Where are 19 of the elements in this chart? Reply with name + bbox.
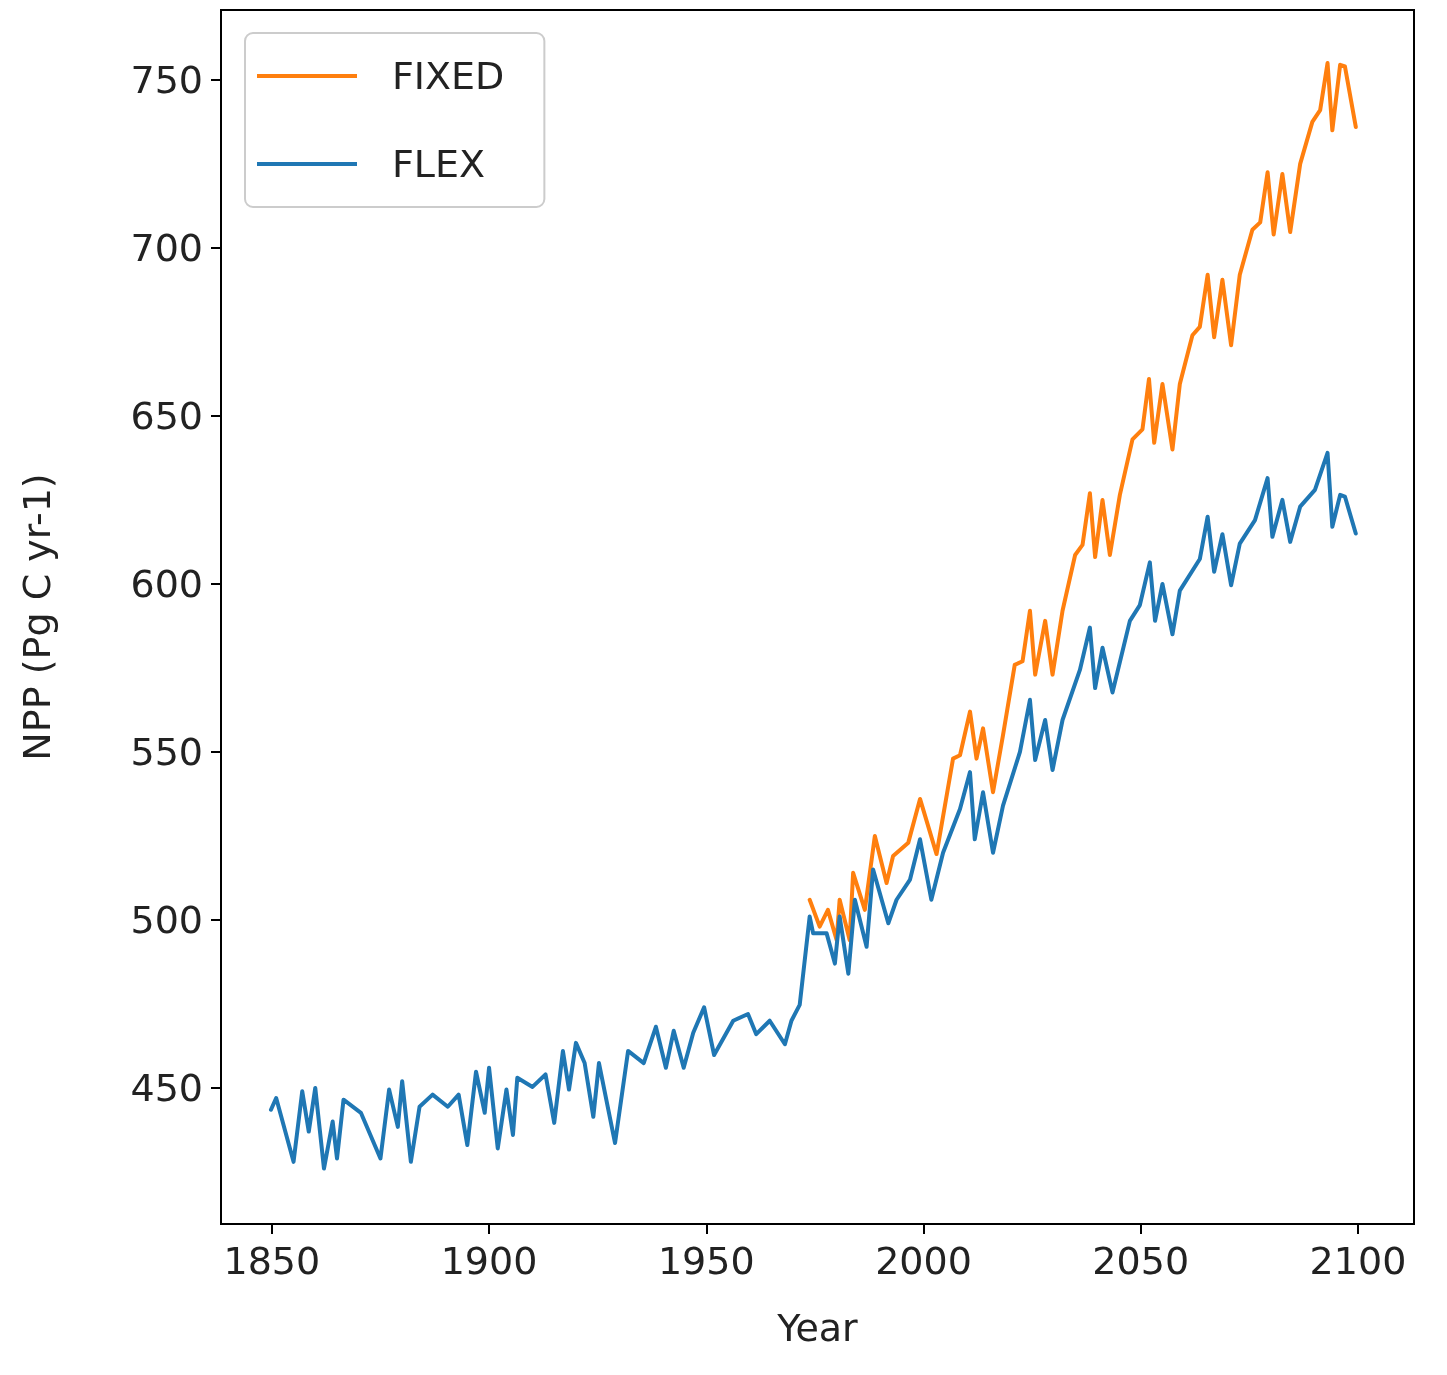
y-tick-label: 500 xyxy=(130,897,203,942)
x-tick-label: 2050 xyxy=(1092,1239,1190,1283)
legend-label: FLEX xyxy=(392,142,486,186)
y-tick-label: 750 xyxy=(130,57,203,102)
y-tick-label: 600 xyxy=(130,561,203,606)
legend-label: FIXED xyxy=(392,54,505,98)
x-tick-label: 1900 xyxy=(440,1239,538,1283)
x-tick-label: 1850 xyxy=(223,1239,321,1283)
y-tick-label: 550 xyxy=(130,729,203,774)
y-tick-label: 700 xyxy=(130,225,203,270)
line-series xyxy=(807,61,1358,943)
line-series xyxy=(268,450,1358,1171)
x-axis-title: Year xyxy=(776,1306,859,1350)
x-tick-label: 2000 xyxy=(875,1239,972,1283)
y-tick-label: 450 xyxy=(130,1065,203,1110)
y-tick-label: 650 xyxy=(130,393,203,438)
x-tick-label: 1950 xyxy=(657,1239,755,1283)
y-axis-title: NPP (Pg C yr-1) xyxy=(15,473,59,761)
x-tick-label: 2100 xyxy=(1309,1239,1407,1283)
